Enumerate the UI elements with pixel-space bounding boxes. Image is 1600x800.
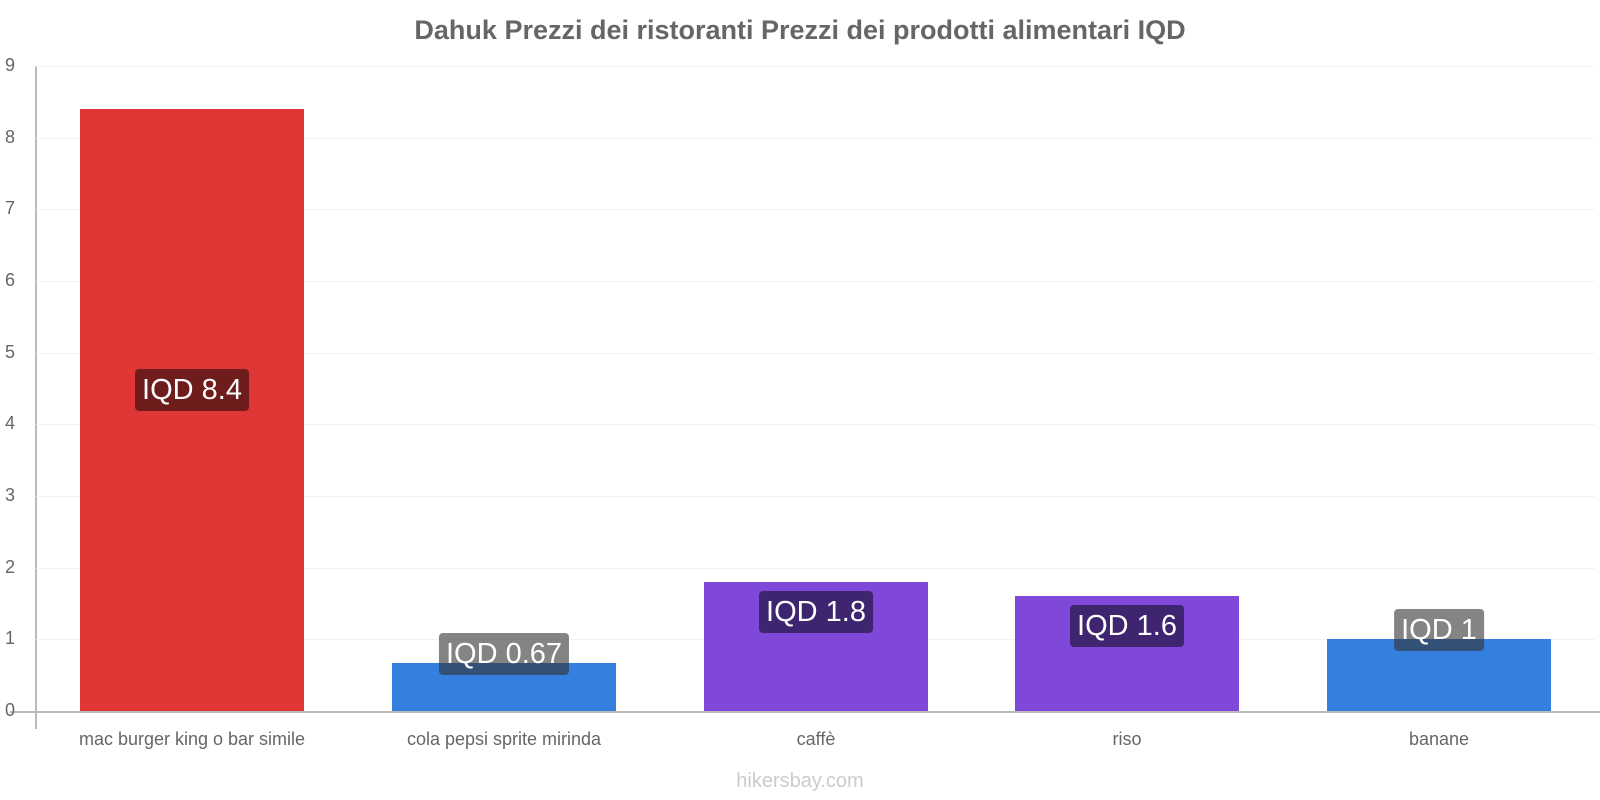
x-tick-label: cola pepsi sprite mirinda [406,729,602,749]
bar-banane [1327,639,1551,711]
bar-value-label: IQD 1.8 [759,591,873,633]
gridline [36,66,1595,67]
bar-value-label: IQD 1.6 [1070,605,1184,647]
gridline [36,353,1595,354]
gridline [36,568,1595,569]
y-tick-label: 7 [4,198,15,218]
x-tick-label: riso [1112,729,1142,749]
gridline [36,496,1595,497]
gridline [36,281,1595,282]
x-tick-label: caffè [796,729,836,749]
y-axis-line [35,66,37,729]
bar-value-label: IQD 1 [1394,609,1484,651]
y-tick-label: 2 [4,557,15,577]
y-tick-label: 4 [4,413,15,433]
x-tick-label: banane [1408,729,1470,749]
y-tick-label: 8 [4,127,15,147]
y-tick-label: 1 [4,628,15,648]
x-tick-label: mac burger king o bar simile [78,729,306,749]
y-tick-label: 5 [4,342,15,362]
gridline [36,209,1595,210]
gridline [36,424,1595,425]
bar-value-label: IQD 8.4 [135,369,249,411]
watermark: hikersbay.com [736,770,864,792]
chart-title: Dahuk Prezzi dei ristoranti Prezzi dei p… [414,15,1186,45]
y-tick-label: 6 [4,270,15,290]
y-tick-label: 9 [4,55,15,75]
x-axis-line [10,711,1600,713]
y-tick-label: 3 [4,485,15,505]
bar-value-label: IQD 0.67 [438,633,570,675]
gridline [36,138,1595,139]
y-tick-label: 0 [4,700,15,720]
